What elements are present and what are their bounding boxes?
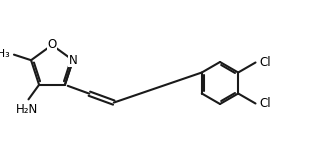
Text: Cl: Cl	[260, 97, 271, 110]
Text: H₂N: H₂N	[17, 103, 39, 116]
Text: O: O	[47, 39, 57, 51]
Text: N: N	[69, 54, 77, 67]
Text: CH₃: CH₃	[0, 49, 10, 59]
Text: Cl: Cl	[260, 56, 271, 69]
